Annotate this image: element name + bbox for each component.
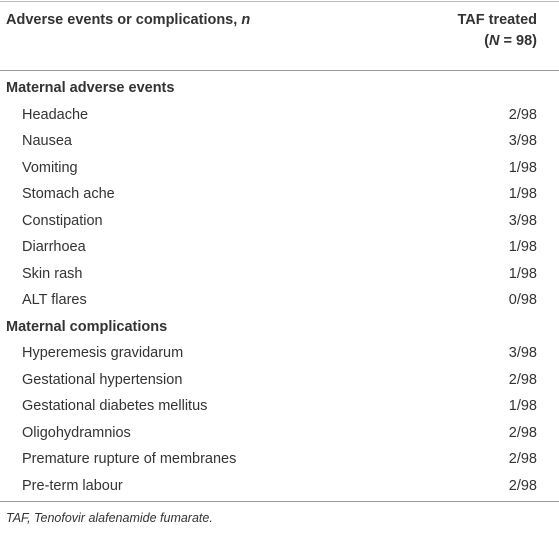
row-value: 2/98 <box>508 371 537 388</box>
row-value: 1/98 <box>508 186 537 202</box>
row-label: Gestational hypertension <box>22 371 183 388</box>
row-label: Skin rash <box>22 265 83 282</box>
n-symbol: N <box>489 33 500 49</box>
row-label: Hyperemesis gravidarum <box>22 345 184 361</box>
row-value: 2/98 <box>508 424 537 441</box>
footnote: TAF, Tenofovir alafenamide fumarate. <box>6 511 213 525</box>
header-rule <box>0 70 559 71</box>
row-value: 1/98 <box>508 239 537 255</box>
header-italic: n <box>241 12 251 28</box>
row-value: 1/98 <box>508 159 537 176</box>
row-value: 2/98 <box>508 451 537 467</box>
row-value: 1/98 <box>508 265 537 282</box>
row-label: Gestational diabetes mellitus <box>22 398 208 414</box>
row-value: 3/98 <box>508 212 537 229</box>
paren: ( <box>484 33 490 49</box>
section-title: Maternal complications <box>6 318 168 335</box>
row-label: Stomach ache <box>22 186 115 202</box>
header-text: Adverse events or complications, <box>6 12 242 28</box>
row-label: Nausea <box>22 133 72 149</box>
row-value: 0/98 <box>508 292 537 308</box>
header-col2: TAF treated (N = 98) <box>458 12 538 49</box>
section-title: Maternal adverse events <box>6 80 175 96</box>
row-value: 2/98 <box>508 477 537 494</box>
header-col1: Adverse events or complications, n <box>6 12 250 28</box>
header-line1: TAF treated <box>457 12 538 28</box>
row-value: 3/98 <box>508 345 537 361</box>
row-label: Premature rupture of membranes <box>22 451 237 467</box>
header-line2: (N = 98) <box>458 33 537 49</box>
row-label: Oligohydramnios <box>22 424 131 441</box>
row-value: 2/98 <box>508 106 537 123</box>
row-label: Constipation <box>22 212 103 229</box>
n-value: = 98) <box>499 33 537 49</box>
top-rule <box>0 1 559 2</box>
row-label: Vomiting <box>22 159 78 176</box>
bottom-rule <box>0 501 559 502</box>
row-label: Headache <box>22 106 89 123</box>
row-label: ALT flares <box>22 292 87 308</box>
row-value: 1/98 <box>508 398 537 414</box>
row-value: 3/98 <box>508 133 537 149</box>
row-label: Diarrhoea <box>22 239 86 255</box>
row-label: Pre-term labour <box>22 477 123 494</box>
